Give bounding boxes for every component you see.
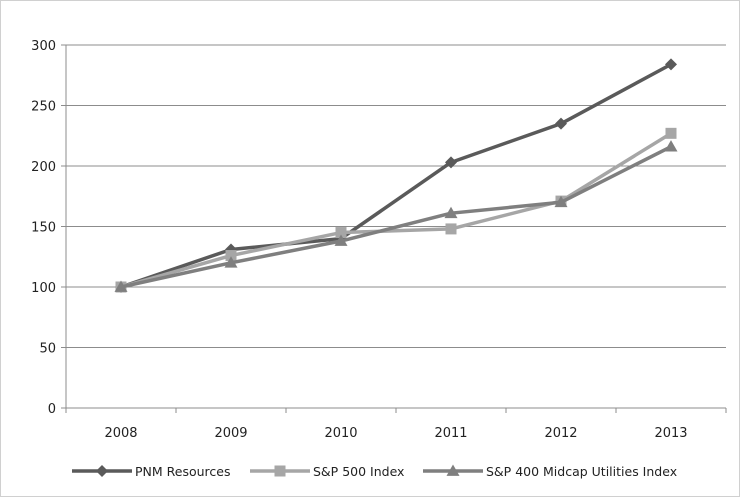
y-tick-label: 50 xyxy=(39,342,56,357)
x-tick-label: 2013 xyxy=(654,426,687,441)
data-point xyxy=(445,156,457,169)
legend-label: S&P 400 Midcap Utilities Index xyxy=(486,464,677,479)
legend-item: S&P 400 Midcap Utilities Index xyxy=(423,464,677,479)
legend-label: S&P 500 Index xyxy=(313,464,404,479)
x-tick-label: 2008 xyxy=(104,426,137,441)
data-point xyxy=(445,223,457,235)
data-point xyxy=(334,234,348,246)
series-lines xyxy=(114,58,678,293)
legend-label: PNM Resources xyxy=(135,464,230,479)
data-point xyxy=(225,250,237,262)
x-tick-label: 2011 xyxy=(434,426,467,441)
legend-swatch-marker xyxy=(274,465,286,477)
data-point xyxy=(335,227,347,239)
data-point xyxy=(554,195,568,208)
legend: PNM Resources S&P 500 Index S&P 400 Midcap… xyxy=(72,464,677,479)
data-point xyxy=(114,280,128,292)
series-line xyxy=(120,131,672,289)
x-tick-label: 2010 xyxy=(324,426,357,441)
x-tick-label: 2009 xyxy=(214,426,247,441)
legend-swatch-marker xyxy=(96,465,108,477)
y-tick-label: 100 xyxy=(31,281,56,296)
legend-swatch-marker xyxy=(446,464,460,476)
data-point xyxy=(664,140,678,152)
axes: 0 50 100 150 200 250 300 2008 2009 2010 2011 2012 20… xyxy=(31,39,727,441)
data-point xyxy=(665,127,677,139)
data-point xyxy=(224,256,238,268)
legend-item: S&P 500 Index xyxy=(250,464,404,479)
legend-item: PNM Resources xyxy=(72,464,230,479)
y-tick-label: 200 xyxy=(31,160,56,175)
x-tick-label: 2012 xyxy=(544,426,577,441)
y-tick-label: 150 xyxy=(31,221,56,236)
series-2 xyxy=(114,140,678,292)
y-tick-label: 300 xyxy=(31,39,56,54)
data-point xyxy=(444,206,458,219)
series-line xyxy=(120,145,672,289)
series-line xyxy=(120,62,672,289)
y-tick-label: 250 xyxy=(31,100,56,115)
data-point xyxy=(665,58,677,71)
data-point xyxy=(555,117,567,130)
y-tick-label: 0 xyxy=(48,402,56,417)
